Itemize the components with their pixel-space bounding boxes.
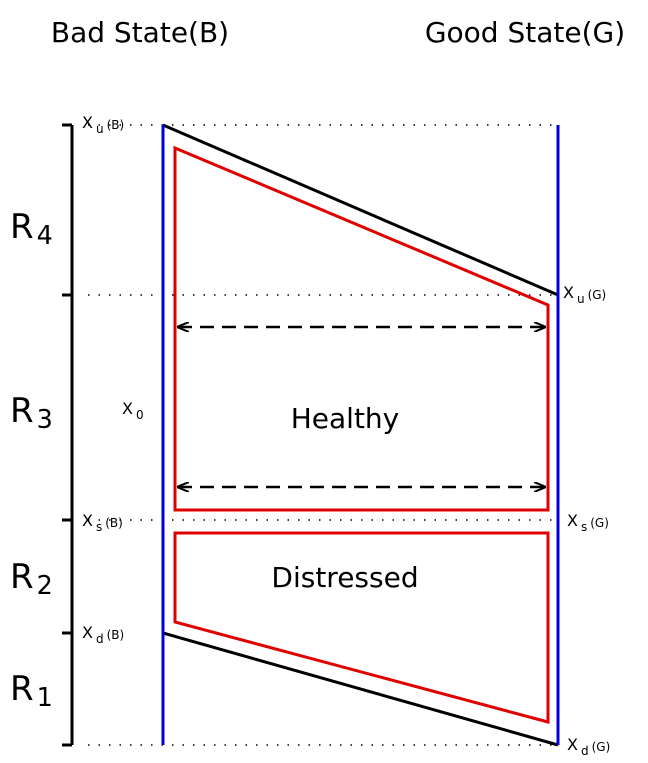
threshold-label-main: X	[563, 283, 574, 302]
threshold-label-main: X	[122, 399, 133, 418]
threshold-label-suffix: (G)	[590, 516, 609, 530]
threshold-label-sub: 0	[136, 408, 144, 422]
threshold-label-suffix: (B)	[105, 516, 123, 530]
threshold-label-suffix: (G)	[588, 288, 607, 302]
state-axes	[161, 125, 560, 745]
threshold-label-suffix: (B)	[107, 118, 125, 132]
region-label-sub: 2	[37, 571, 53, 601]
region-label-sub: 1	[37, 683, 53, 713]
region-label-main: R	[10, 207, 34, 247]
right-title: Good State(G)	[425, 16, 625, 49]
threshold-label-suffix: (G)	[592, 740, 611, 754]
threshold-label-sub: u	[96, 122, 104, 136]
threshold-label-sub: u	[577, 292, 585, 306]
threshold-label-sub: s	[96, 520, 102, 534]
region-label-sub: 3	[37, 405, 53, 435]
threshold-label-sub: d	[581, 744, 589, 758]
bracket	[62, 123, 74, 747]
threshold-label-main: X	[567, 511, 578, 530]
dashed-arrows	[178, 327, 545, 487]
threshold-label-main: X	[82, 113, 93, 132]
boundary-lines	[162, 123, 559, 747]
zones	[173, 145, 550, 724]
dotted-levels	[88, 124, 558, 746]
healthy-label: Healthy	[291, 402, 400, 435]
threshold-label-sub: s	[581, 520, 587, 534]
distressed-label: Distressed	[271, 561, 418, 594]
region-label-sub: 4	[37, 221, 53, 251]
threshold-label-main: X	[82, 623, 93, 642]
threshold-label-sub: d	[96, 632, 104, 646]
left-title: Bad State(B)	[51, 16, 229, 49]
threshold-label-main: X	[82, 511, 93, 530]
region-label-main: R	[10, 669, 34, 709]
threshold-label-main: X	[567, 735, 578, 754]
region-label-main: R	[10, 391, 34, 431]
region-label-main: R	[10, 557, 34, 597]
threshold-label-suffix: (B)	[107, 628, 125, 642]
